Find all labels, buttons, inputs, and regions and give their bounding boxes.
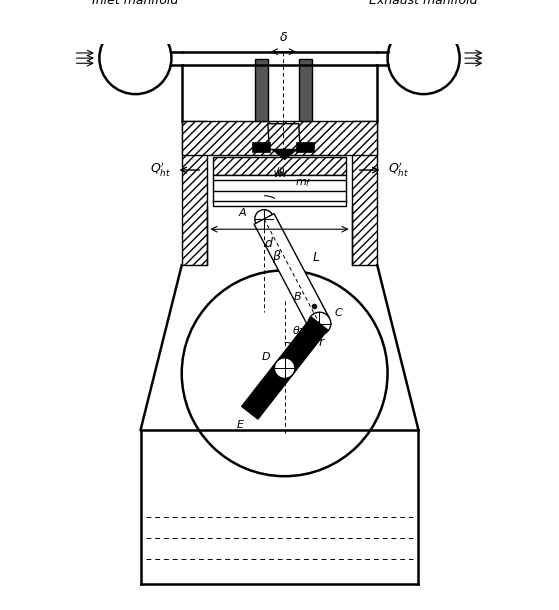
Text: $Q^{\prime}_{ht}$: $Q^{\prime}_{ht}$: [150, 161, 172, 179]
Text: D: D: [262, 353, 270, 362]
Text: $Q^{\prime}_{ht}$: $Q^{\prime}_{ht}$: [387, 161, 409, 179]
Polygon shape: [182, 121, 207, 265]
Polygon shape: [299, 59, 312, 121]
Text: Inlet manifold: Inlet manifold: [92, 0, 178, 7]
Polygon shape: [182, 121, 377, 154]
Polygon shape: [255, 59, 268, 121]
Polygon shape: [212, 157, 347, 175]
Circle shape: [255, 210, 273, 228]
Circle shape: [100, 22, 172, 94]
Polygon shape: [268, 124, 300, 149]
Text: A: A: [239, 209, 246, 218]
Polygon shape: [272, 149, 297, 160]
Polygon shape: [212, 175, 347, 206]
Text: $\beta$: $\beta$: [272, 248, 281, 265]
Polygon shape: [254, 214, 329, 329]
Text: $r$: $r$: [318, 336, 325, 349]
Polygon shape: [352, 121, 377, 265]
Text: $\theta_1$: $\theta_1$: [292, 325, 305, 339]
Circle shape: [274, 358, 295, 378]
Polygon shape: [241, 317, 328, 419]
Text: L: L: [312, 251, 319, 264]
Text: $\delta$: $\delta$: [279, 31, 288, 44]
Text: Exhaust manifold: Exhaust manifold: [369, 0, 478, 7]
Text: $m_f$: $m_f$: [295, 178, 311, 189]
Text: E: E: [237, 420, 244, 430]
Text: C: C: [335, 308, 343, 318]
Polygon shape: [296, 142, 314, 152]
Text: $d$: $d$: [264, 236, 274, 250]
Circle shape: [387, 22, 459, 94]
Text: B: B: [294, 292, 301, 303]
Circle shape: [308, 312, 331, 335]
Polygon shape: [253, 142, 271, 152]
